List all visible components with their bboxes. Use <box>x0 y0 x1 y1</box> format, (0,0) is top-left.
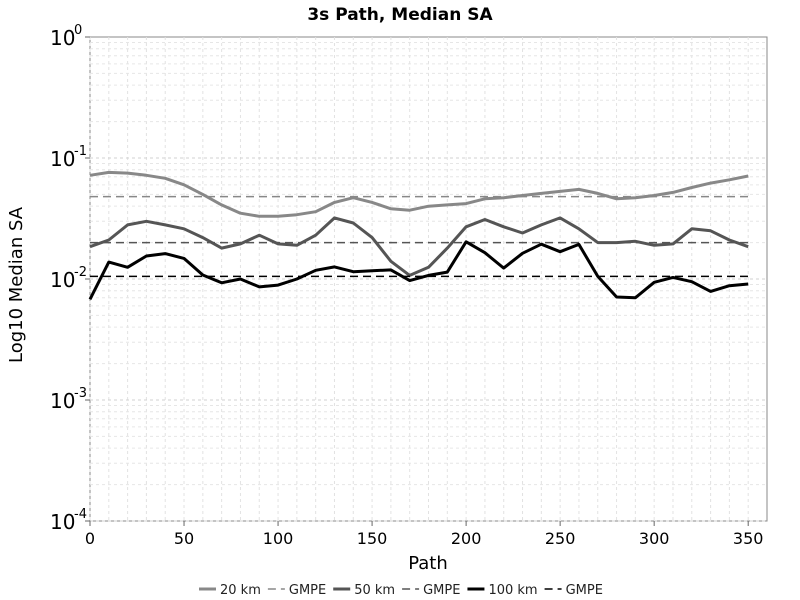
y-tick-label-base: 10 <box>50 389 75 413</box>
legend-label: GMPE <box>566 583 603 598</box>
x-tick-label: 300 <box>639 529 670 548</box>
legend-label: GMPE <box>289 583 326 598</box>
series-line-5 <box>88 240 749 300</box>
legend-label: 50 km <box>354 583 395 598</box>
y-tick-label-base: 10 <box>50 147 75 171</box>
y-axis-label: Log10 Median SA <box>6 206 27 363</box>
series-layer <box>88 170 749 300</box>
legend-label: 20 km <box>220 583 261 598</box>
x-tick-label: 200 <box>451 529 482 548</box>
y-tick-label-exponent: -4 <box>74 507 87 522</box>
chart-title: 3s Path, Median SA <box>307 5 493 25</box>
y-tick-label-exponent: 0 <box>74 23 82 38</box>
legend-label: 100 km <box>488 583 537 598</box>
x-tick-label: 350 <box>733 529 764 548</box>
x-tick-label: 100 <box>263 529 294 548</box>
y-tick-label-exponent: -1 <box>74 144 87 159</box>
x-tick-label: 150 <box>357 529 388 548</box>
y-tick-label-exponent: -2 <box>74 265 87 280</box>
y-tick-label-exponent: -3 <box>74 386 87 401</box>
x-tick-label: 250 <box>545 529 576 548</box>
x-tick-label: 50 <box>174 529 194 548</box>
legend: 20 km GMPE 50 km GMPE 100 km GMPE <box>199 583 603 598</box>
x-tick-label: 0 <box>85 529 95 548</box>
x-axis-label: Path <box>408 553 448 574</box>
y-tick-label-base: 10 <box>50 510 75 534</box>
x-axis-ticks: 0 50 100 150 200 250 300 350 <box>85 521 764 548</box>
grid <box>89 37 767 522</box>
y-tick-label-base: 10 <box>50 268 75 292</box>
y-tick-label-base: 10 <box>50 26 75 50</box>
legend-label: GMPE <box>423 583 460 598</box>
